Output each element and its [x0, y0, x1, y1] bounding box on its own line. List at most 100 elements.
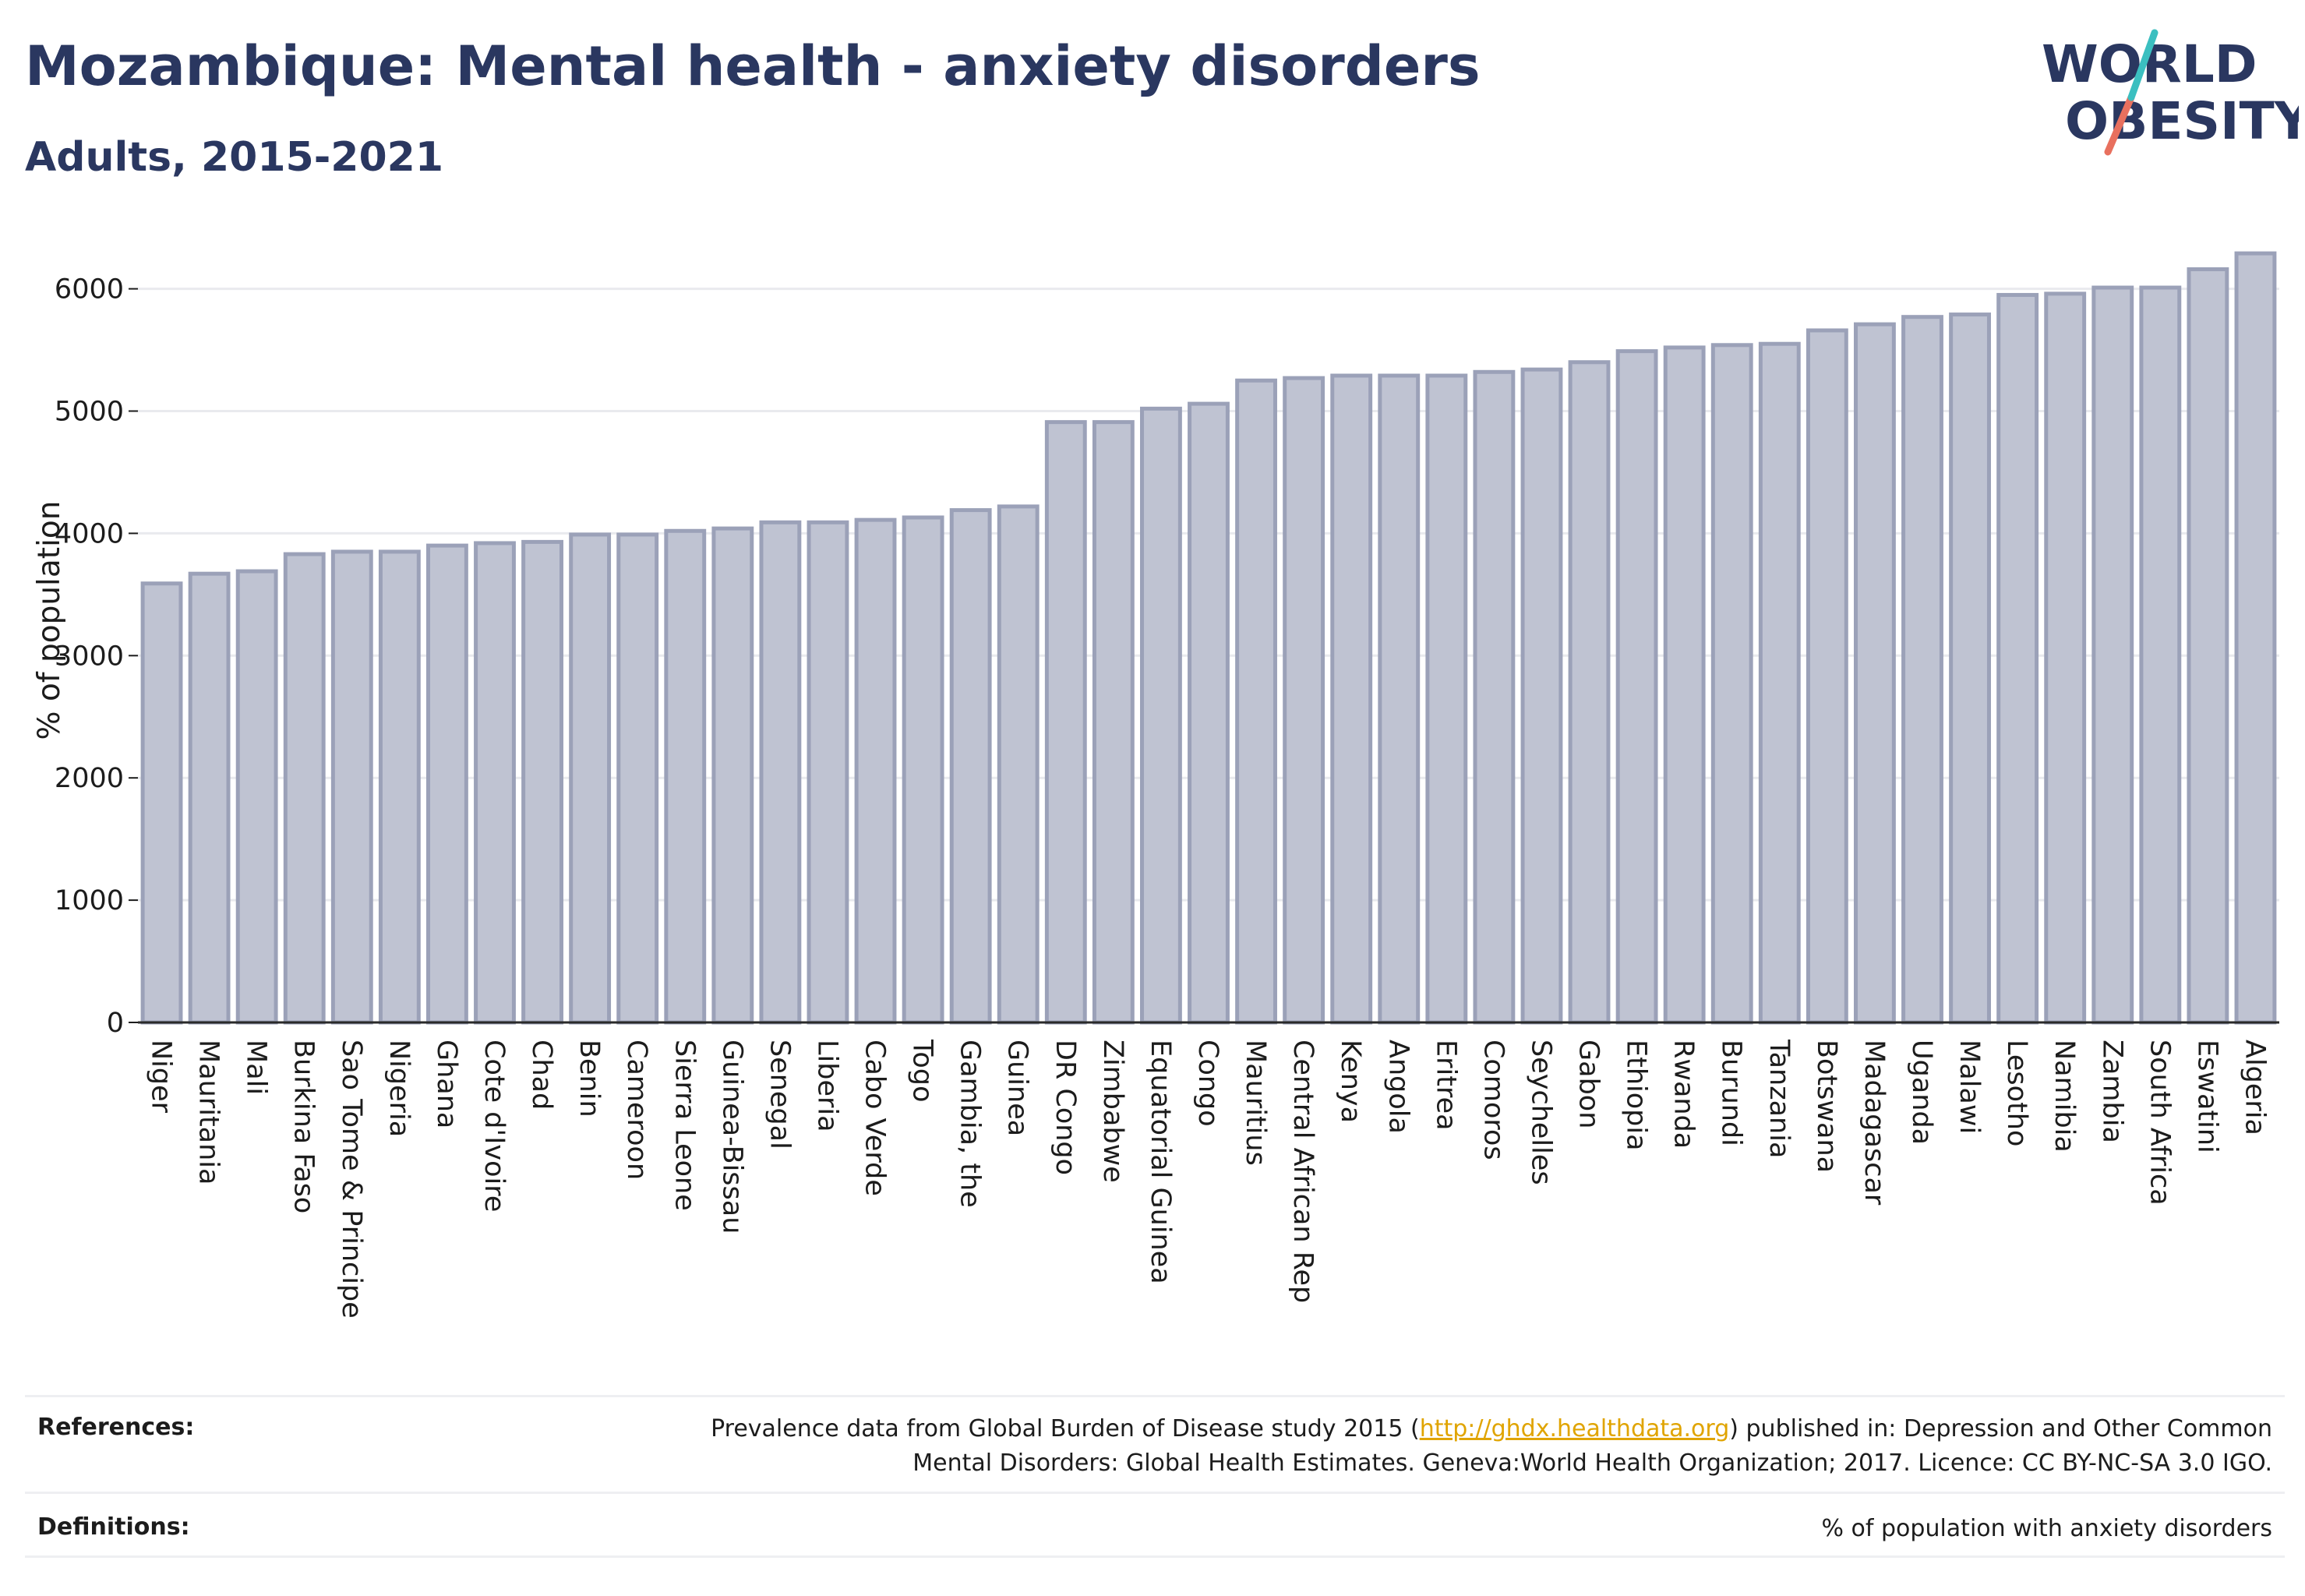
x-tick-label: Mauritania	[193, 1040, 224, 1185]
y-tick-label: 3000	[55, 641, 124, 672]
bar	[997, 504, 1040, 1025]
x-tick-label: DR Congo	[1050, 1040, 1081, 1175]
bar	[521, 539, 563, 1025]
x-tick-label: Burkina Faso	[288, 1040, 319, 1213]
x-tick-label: Gabon	[1573, 1040, 1604, 1128]
x-tick-label: Tanzania	[1763, 1039, 1795, 1158]
y-tick-label: 0	[107, 1008, 124, 1039]
bar	[474, 541, 516, 1025]
references-post: ) published in: Depression and Other Com…	[1729, 1415, 2272, 1442]
x-tick-label: Comoros	[1477, 1040, 1509, 1160]
x-tick-label: Rwanda	[1668, 1040, 1700, 1149]
x-tick-label: Nigeria	[383, 1040, 415, 1137]
x-tick-label: Equatorial Guinea	[1145, 1040, 1176, 1284]
bar	[854, 517, 897, 1025]
x-tick-label: Angola	[1382, 1040, 1414, 1134]
bar	[188, 571, 231, 1025]
bar	[283, 552, 326, 1025]
x-tick-label: Zambia	[2096, 1040, 2127, 1143]
bar	[1996, 292, 2039, 1025]
bar	[616, 532, 659, 1025]
x-tick-label: Ethiopia	[1621, 1040, 1652, 1151]
bar	[2139, 285, 2182, 1025]
x-tick-label: Central African Rep	[1287, 1040, 1318, 1303]
x-tick-label: Sao Tome & Principe	[336, 1040, 367, 1319]
bar	[1235, 378, 1277, 1025]
bar	[1901, 315, 1943, 1025]
references-label: References:	[37, 1414, 195, 1441]
footer-rule-bottom	[25, 1555, 2285, 1558]
x-tick-label: Lesotho	[2001, 1040, 2032, 1146]
x-tick-label: Mali	[241, 1040, 272, 1095]
page-subtitle: Adults, 2015-2021	[25, 134, 444, 181]
references-line2: Mental Disorders: Global Health Estimate…	[912, 1449, 2272, 1477]
y-tick-label: 6000	[55, 274, 124, 305]
bar	[330, 549, 373, 1025]
x-tick-label: Ghana	[431, 1040, 462, 1128]
bar	[2091, 285, 2134, 1025]
page-title: Mozambique: Mental health - anxiety diso…	[25, 34, 1481, 98]
y-tick-label: 4000	[55, 518, 124, 549]
bar	[807, 520, 849, 1025]
logo-slash-teal	[2127, 29, 2159, 101]
bar	[664, 528, 707, 1025]
bar	[569, 532, 612, 1025]
y-tick-label: 1000	[55, 885, 124, 916]
x-tick-label: South Africa	[2144, 1040, 2175, 1206]
x-tick-label: Namibia	[2049, 1040, 2080, 1153]
bar	[1188, 401, 1230, 1025]
bar	[759, 520, 802, 1025]
x-tick-label: Guinea-Bissau	[716, 1040, 747, 1234]
x-tick-label: Senegal	[764, 1040, 795, 1149]
references-link[interactable]: http://ghdx.healthdata.org	[1419, 1415, 1730, 1442]
x-tick-label: Sierra Leone	[669, 1040, 700, 1211]
x-tick-label: Cote d'Ivoire	[478, 1040, 510, 1212]
references-row: References: Prevalence data from Global …	[25, 1412, 2285, 1490]
x-tick-label: Cabo Verde	[860, 1040, 891, 1196]
bar	[1568, 360, 1611, 1025]
bar	[1425, 373, 1468, 1025]
x-tick-label: Eswatini	[2191, 1040, 2222, 1153]
bar	[1140, 406, 1182, 1025]
bar	[235, 569, 278, 1025]
x-tick-label: Zimbabwe	[1097, 1040, 1128, 1183]
logo-slash-red	[2104, 94, 2135, 156]
bar	[1044, 420, 1087, 1025]
y-tick-label: 2000	[55, 763, 124, 794]
bar-chart: 0 1000 2000 3000 4000 5000 6000 Niger Mauritania…	[32, 251, 2279, 1319]
bar	[426, 543, 468, 1025]
x-tick-label: Guinea	[1002, 1040, 1033, 1136]
references-text: Prevalence data from Global Burden of Di…	[711, 1412, 2272, 1481]
bar	[1806, 328, 1848, 1025]
bar	[140, 581, 183, 1025]
definitions-row: Definitions: % of population with anxiet…	[25, 1512, 2285, 1551]
bar	[2044, 291, 2087, 1025]
x-tick-label: Seychelles	[1525, 1040, 1556, 1185]
bar	[2187, 267, 2229, 1025]
x-tick-label: Malawi	[1954, 1040, 1985, 1134]
x-tick-label: Eritrea	[1430, 1040, 1461, 1131]
definitions-text: % of population with anxiety disorders	[1821, 1515, 2272, 1542]
bar	[949, 508, 992, 1025]
references-pre: Prevalence data from Global Burden of Di…	[711, 1415, 1420, 1442]
x-tick-label: Madagascar	[1858, 1040, 1890, 1206]
bar	[1330, 373, 1373, 1025]
y-tick-label: 5000	[55, 397, 124, 428]
x-tick-label: Kenya	[1335, 1040, 1366, 1123]
x-tick-label: Burundi	[1716, 1040, 1747, 1146]
bar	[1663, 345, 1706, 1025]
bar	[378, 549, 421, 1025]
x-tick-label: Cameroon	[621, 1040, 652, 1180]
bar	[1949, 312, 1991, 1025]
footer-rule-top	[25, 1395, 2285, 1397]
x-tick-label: Mauritius	[1240, 1040, 1271, 1166]
x-tick-label: Uganda	[1906, 1040, 1937, 1145]
y-axis-label: % of population	[32, 501, 67, 740]
bar	[1710, 343, 1753, 1025]
footer-rule-middle	[25, 1492, 2285, 1494]
logo-line2: OBESITY	[2065, 91, 2299, 151]
bar	[2234, 251, 2277, 1025]
bar	[1378, 373, 1421, 1025]
x-tick-label: Benin	[574, 1040, 605, 1118]
bar	[1520, 367, 1563, 1025]
